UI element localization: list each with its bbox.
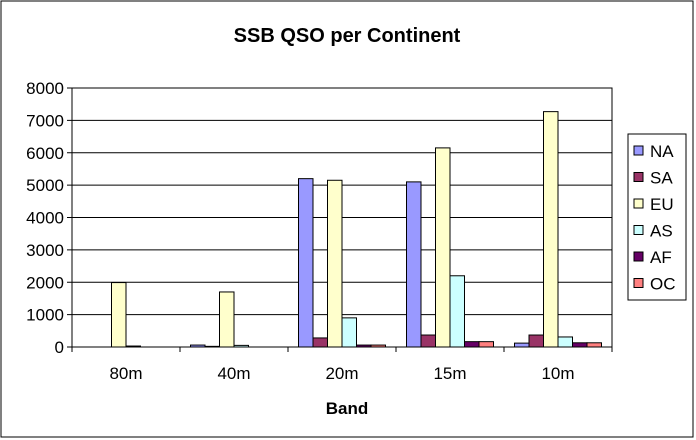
legend-swatch-na (633, 145, 644, 156)
x-tick-label: 15m (433, 364, 466, 383)
y-tick-label: 1000 (26, 306, 64, 325)
y-tick-label: 8000 (26, 79, 64, 98)
y-tick-label: 7000 (26, 111, 64, 130)
bar-eu (219, 291, 235, 348)
x-tick-label: 10m (541, 364, 574, 383)
y-tick-label: 2000 (26, 273, 64, 292)
bar-eu (543, 111, 559, 348)
bar-na (406, 181, 422, 348)
bar-as (557, 336, 573, 348)
bar-eu (435, 147, 451, 348)
bar-af (572, 342, 588, 348)
chart-title: SSB QSO per Continent (234, 25, 461, 47)
legend-label: SA (650, 169, 673, 188)
bar-na (514, 342, 530, 348)
legend-swatch-as (633, 225, 644, 235)
bar-sa (312, 337, 328, 348)
y-tick-label: 0 (55, 338, 64, 357)
legend-label: AS (650, 222, 673, 241)
legend-label: AF (650, 248, 672, 267)
y-tick-label: 6000 (26, 144, 64, 163)
bar-oc (586, 342, 602, 348)
bar-eu (327, 179, 343, 348)
legend-label: EU (650, 195, 674, 214)
legend-label: OC (650, 275, 676, 294)
legend-swatch-oc (633, 278, 644, 288)
legend-swatch-eu (633, 198, 644, 209)
bar-af (464, 341, 480, 348)
x-tick-label: 20m (325, 364, 358, 383)
legend-swatch-sa (633, 172, 644, 182)
legend-box (627, 133, 687, 301)
x-axis-label: Band (326, 399, 369, 418)
legend-swatch-af (633, 251, 644, 262)
y-tick-label: 3000 (26, 241, 64, 260)
x-tick-label: 40m (217, 364, 250, 383)
x-tick-label: 80m (109, 364, 142, 383)
bar-as (341, 317, 357, 348)
legend-label: NA (650, 142, 674, 161)
bar-oc (478, 341, 494, 348)
bar-sa (528, 334, 544, 348)
bar-na (298, 178, 314, 348)
bar-eu (111, 282, 127, 348)
bar-sa (420, 334, 436, 348)
bar-as (449, 275, 465, 348)
y-tick-label: 4000 (26, 209, 64, 228)
y-tick-label: 5000 (26, 176, 64, 195)
